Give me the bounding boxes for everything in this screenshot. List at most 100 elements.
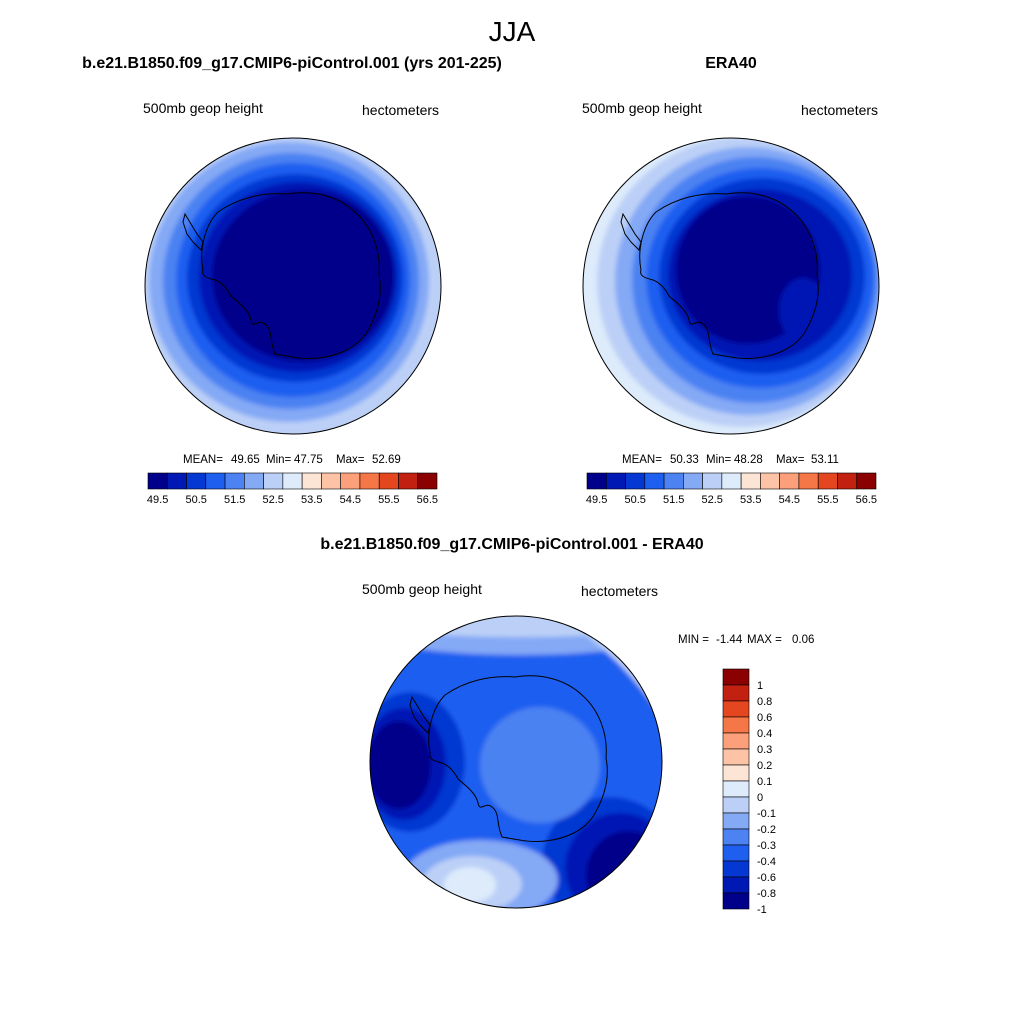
colorbar-tick-label: 0.2 — [757, 760, 772, 772]
colorbar-swatch — [722, 812, 750, 830]
panel-model: b.e21.B1850.f09_g17.CMIP6-piControl.001 … — [82, 55, 502, 506]
panel-title: ERA40 — [705, 55, 757, 72]
colorbar-swatch — [186, 472, 207, 490]
colorbar-swatch — [722, 876, 750, 894]
colorbar-tick-label: 50.5 — [624, 494, 645, 506]
colorbar-tick-label: 55.5 — [817, 494, 838, 506]
variable-label: 500mb geop height — [143, 100, 263, 116]
colorbar-swatch — [722, 732, 750, 750]
colorbar-swatch — [398, 472, 419, 490]
colorbar-swatch — [586, 472, 607, 490]
colorbar-swatch — [722, 892, 750, 910]
max-value: 0.06 — [792, 634, 814, 646]
colorbar-swatch — [817, 472, 838, 490]
colorbar-swatch — [722, 700, 750, 718]
colorbar-tick-label: -0.8 — [757, 888, 776, 900]
colorbar-tick-label: 53.5 — [301, 494, 322, 506]
variable-label: 500mb geop height — [362, 581, 482, 597]
polar-map — [583, 138, 879, 434]
mean-value: 49.65 — [231, 454, 260, 466]
contour-band — [370, 616, 662, 637]
contour-band — [370, 721, 431, 809]
colorbar-tick-label: 52.5 — [263, 494, 284, 506]
units-label: hectometers — [581, 583, 658, 599]
colorbar-tick-label: 55.5 — [378, 494, 399, 506]
colorbar-swatch — [166, 472, 187, 490]
colorbar-swatch — [740, 472, 761, 490]
colorbar-swatch — [205, 472, 226, 490]
map-border — [369, 615, 663, 909]
colorbar-swatch — [702, 472, 723, 490]
max-value: 53.11 — [811, 454, 839, 466]
units-label: hectometers — [801, 102, 878, 118]
mean-label: MEAN= — [183, 454, 223, 466]
variable-label: 500mb geop height — [582, 100, 702, 116]
min-value: -1.44 — [716, 634, 743, 646]
panel-era40: ERA40 500mb geop height hectometers MEAN… — [582, 55, 880, 506]
map-border — [144, 137, 442, 435]
polar-map — [145, 138, 441, 434]
colorbar-tick-label: 49.5 — [586, 494, 607, 506]
colorbar-swatch — [625, 472, 646, 490]
colorbar-tick-label: 0.1 — [757, 776, 772, 788]
max-value: 52.69 — [372, 454, 401, 466]
colorbar-swatch — [722, 860, 750, 878]
colorbar-tick-label: -0.1 — [757, 808, 776, 820]
panel-title: b.e21.B1850.f09_g17.CMIP6-piControl.001 … — [82, 55, 502, 72]
contour-band — [586, 831, 662, 908]
contour-band — [779, 278, 827, 342]
colorbar-swatch — [722, 684, 750, 702]
colorbar-tick-label: -0.3 — [757, 840, 776, 852]
colorbar-swatch — [722, 716, 750, 734]
colorbar-tick-label: 52.5 — [702, 494, 723, 506]
colorbar-tick-label: 50.5 — [185, 494, 206, 506]
colorbar: 1 0.8 0.6 0.4 0.3 0.2 0.1 0 -0.1 -0.2 -0.3 -0.4 -0.6… — [722, 668, 776, 916]
colorbar-swatch — [722, 668, 750, 686]
colorbar-swatch — [683, 472, 703, 490]
colorbar-swatch — [244, 472, 264, 490]
colorbar-swatch — [722, 780, 750, 798]
colorbar-swatch — [263, 472, 284, 490]
contour-band — [444, 867, 496, 903]
colorbar-swatch — [721, 472, 742, 490]
polar-map — [370, 616, 662, 908]
colorbar-swatch — [798, 472, 819, 490]
colorbar-swatch — [644, 472, 665, 490]
contour-band — [480, 707, 600, 823]
colorbar-swatch — [321, 472, 341, 490]
max-label: MAX = — [747, 634, 782, 646]
colorbar-swatch — [722, 796, 750, 814]
colorbar-tick-label: 53.5 — [740, 494, 761, 506]
colorbar-swatch — [779, 472, 800, 490]
colorbar-tick-label: 0.3 — [757, 744, 772, 756]
colorbar-swatch — [722, 764, 750, 782]
panel-title: b.e21.B1850.f09_g17.CMIP6-piControl.001 … — [320, 536, 703, 553]
colorbar-swatch — [722, 828, 750, 846]
colorbar-tick-label: 49.5 — [147, 494, 168, 506]
colorbar-tick-label: -0.6 — [757, 872, 776, 884]
colorbar-swatch — [663, 472, 684, 490]
min-value: 47.75 — [294, 454, 323, 466]
colorbar-tick-label: 56.5 — [856, 494, 877, 506]
colorbar-tick-label: 54.5 — [340, 494, 361, 506]
mean-value: 50.33 — [670, 454, 699, 466]
min-label: Min= — [266, 454, 292, 466]
panel-difference: b.e21.B1850.f09_g17.CMIP6-piControl.001 … — [320, 536, 814, 916]
colorbar-tick-label: -0.4 — [757, 856, 776, 868]
colorbar-tick-label: 0 — [757, 792, 763, 804]
colorbar-swatch — [722, 844, 750, 862]
colorbar-tick-label: 0.8 — [757, 696, 772, 708]
colorbar-swatch — [760, 472, 780, 490]
min-label: MIN = — [678, 634, 709, 646]
colorbar-swatch — [856, 472, 877, 490]
colorbar-tick-label: 51.5 — [663, 494, 684, 506]
min-label: Min= — [706, 454, 732, 466]
units-label: hectometers — [362, 102, 439, 118]
colorbar-swatch — [605, 472, 626, 490]
map-border — [582, 137, 880, 435]
mean-label: MEAN= — [622, 454, 662, 466]
colorbar-swatch — [837, 472, 858, 490]
contour-band — [212, 190, 394, 362]
colorbar-swatch — [301, 472, 322, 490]
colorbar-tick-label: 1 — [757, 680, 763, 692]
